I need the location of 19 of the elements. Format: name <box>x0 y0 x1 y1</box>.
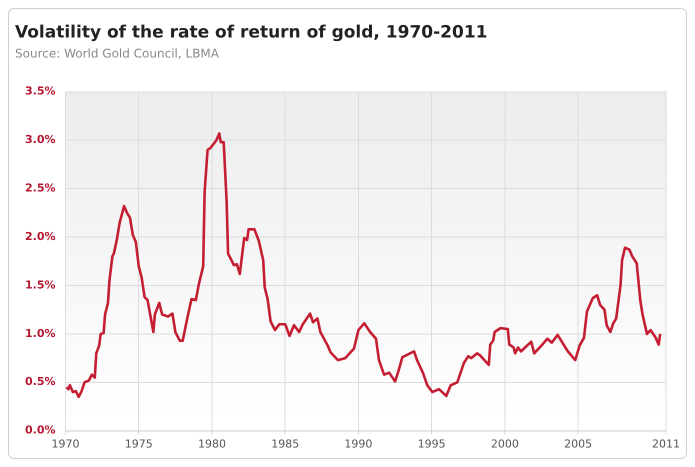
chart-title: Volatility of the rate of return of gold, 1970-2011 <box>15 22 488 43</box>
y-tick-label: 0.5% <box>24 375 56 388</box>
y-tick-label: 1.5% <box>24 278 56 292</box>
x-tick-label: 2005 <box>564 437 592 450</box>
source-note: Source: World Gold Council, LBMA <box>15 46 220 61</box>
x-tick-label: 1980 <box>198 437 226 450</box>
y-tick-label: 3.5% <box>24 84 56 98</box>
y-tick-label: 3.0% <box>24 133 56 146</box>
y-tick-label: 2.0% <box>24 230 56 243</box>
x-tick-label: 1975 <box>124 437 153 450</box>
x-tick-label: 2011 <box>652 437 680 450</box>
y-tick-label: 2.5% <box>24 182 56 195</box>
x-tick-label: 2000 <box>490 437 519 450</box>
x-tick-label: 1985 <box>271 437 300 450</box>
x-tick-label: 1990 <box>344 437 372 450</box>
y-tick-label: 0.0% <box>24 424 56 437</box>
x-tick-label: 1970 <box>52 437 80 450</box>
y-tick-label: 1.0% <box>24 326 56 340</box>
x-tick-label: 1995 <box>418 437 446 450</box>
